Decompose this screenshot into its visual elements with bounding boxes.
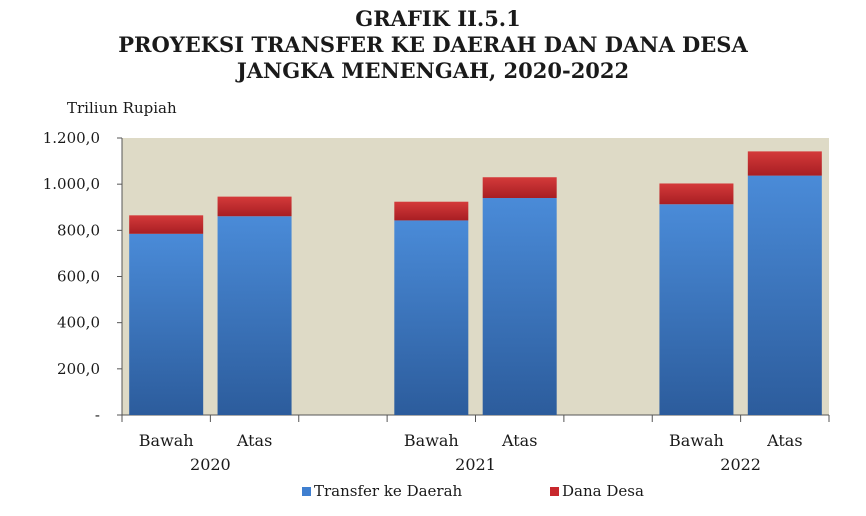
x-category-label: Bawah (139, 431, 194, 450)
y-tick-label: - (95, 406, 100, 424)
y-axis-label: Triliun Rupiah (67, 99, 177, 117)
y-tick-label: 800,0 (57, 221, 100, 239)
x-category-label: Atas (501, 431, 537, 450)
bar-transfer-ke-daerah (482, 198, 557, 415)
y-tick-label: 1.200,0 (43, 129, 100, 147)
x-category-label: Bawah (669, 431, 724, 450)
chart-title-line-1: GRAFIK II.5.1 (355, 6, 521, 31)
y-tick-label: 600,0 (57, 268, 100, 286)
legend-item-dana-desa: Dana Desa (550, 482, 644, 500)
y-tick-label: 400,0 (57, 314, 100, 332)
legend-label-dana-desa: Dana Desa (562, 482, 644, 500)
x-category-label: Atas (766, 431, 802, 450)
bar-dana-desa (217, 196, 292, 217)
bar-dana-desa (659, 183, 734, 205)
x-group-label: 2020 (190, 455, 231, 474)
x-category-label: Bawah (404, 431, 459, 450)
y-tick-label: 1.000,0 (43, 175, 100, 193)
y-tick-label: 200,0 (57, 360, 100, 378)
legend-swatch-dana-desa (550, 486, 559, 496)
legend-item-transfer-ke-daerah: Transfer ke Daerah (302, 482, 462, 500)
x-group-label: 2021 (455, 455, 496, 474)
bar-dana-desa (129, 215, 204, 234)
chart-title: GRAFIK II.5.1 PROYEKSI TRANSFER KE DAERA… (0, 6, 866, 84)
bar-transfer-ke-daerah (747, 175, 822, 415)
bar-transfer-ke-daerah (394, 220, 469, 415)
bar-dana-desa (482, 177, 557, 199)
bar-transfer-ke-daerah (659, 204, 734, 415)
bar-transfer-ke-daerah (217, 216, 292, 415)
bar-dana-desa (394, 201, 469, 221)
chart-title-line-3: JANGKA MENENGAH, 2020-2022 (236, 58, 630, 83)
bar-transfer-ke-daerah (129, 233, 204, 415)
x-group-label: 2022 (720, 455, 761, 474)
legend-label-transfer-ke-daerah: Transfer ke Daerah (314, 482, 463, 500)
bar-dana-desa (747, 151, 822, 176)
legend-swatch-transfer-ke-daerah (302, 486, 311, 496)
legend: Transfer ke Daerah Dana Desa (0, 482, 866, 504)
x-category-label: Atas (236, 431, 272, 450)
chart-title-line-2: PROYEKSI TRANSFER KE DAERAH DAN DANA DES… (118, 32, 748, 57)
